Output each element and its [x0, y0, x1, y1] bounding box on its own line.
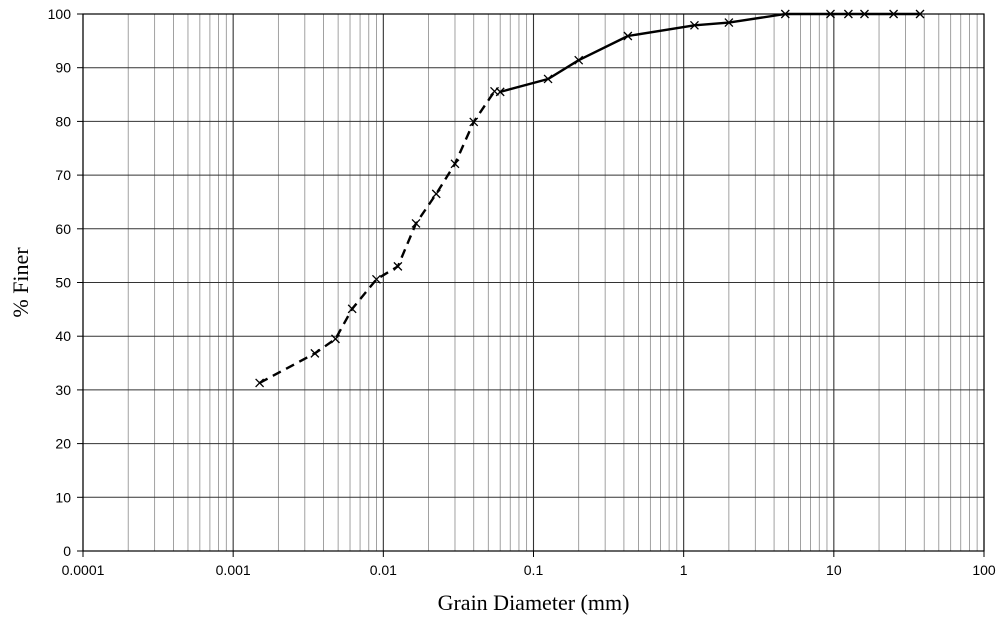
y-tick-label: 20	[55, 436, 71, 452]
x-tick-label: 0.1	[524, 562, 544, 578]
data-point-marker	[255, 378, 265, 388]
series-line-2	[499, 12, 920, 94]
x-tick-label: 10	[826, 562, 842, 578]
y-tick-label: 10	[55, 489, 71, 505]
data-point-marker	[393, 261, 403, 271]
y-tick-label: 40	[55, 328, 71, 344]
data-point-marker	[780, 9, 790, 19]
y-tick-label: 90	[55, 60, 71, 76]
data-series	[255, 9, 925, 388]
series-line-1	[259, 90, 496, 384]
data-point-marker	[915, 9, 925, 19]
data-point-marker	[450, 159, 460, 169]
data-point-marker	[860, 9, 869, 19]
x-axis-title: Grain Diameter (mm)	[438, 590, 630, 615]
data-point-marker	[690, 20, 699, 30]
data-point-marker	[310, 348, 320, 358]
x-tick-label: 0.0001	[62, 562, 105, 578]
data-point-marker	[889, 9, 899, 19]
x-tick-label: 1	[680, 562, 688, 578]
y-tick-label: 100	[48, 6, 72, 22]
data-point-marker	[543, 74, 553, 84]
data-point-marker	[843, 9, 853, 19]
data-point-marker	[724, 18, 734, 28]
y-tick-label: 0	[63, 543, 71, 559]
data-point-marker	[495, 87, 505, 97]
data-point-marker	[331, 334, 340, 344]
data-point-marker	[411, 218, 421, 228]
y-tick-label: 60	[55, 221, 71, 237]
y-axis-tick-labels: 0 10 20 30 40 50 60 70 80 90 100	[48, 6, 83, 559]
x-axis-tick-labels: 0.0001 0.001 0.01 0.1 1 10 100	[62, 551, 996, 578]
data-point-marker	[431, 189, 441, 199]
data-point-marker	[826, 9, 835, 19]
y-axis-title: % Finer	[8, 247, 33, 318]
y-tick-label: 50	[55, 275, 71, 291]
y-tick-label: 80	[55, 113, 71, 129]
x-tick-label: 100	[972, 562, 996, 578]
data-point-marker	[623, 31, 633, 41]
data-point-marker	[372, 274, 381, 284]
y-tick-label: 30	[55, 382, 71, 398]
data-point-marker	[574, 55, 584, 65]
x-tick-label: 0.01	[370, 562, 397, 578]
data-point-marker	[469, 117, 479, 127]
data-point-marker	[347, 304, 357, 314]
y-tick-label: 70	[55, 167, 71, 183]
x-tick-label: 0.001	[216, 562, 251, 578]
major-gridlines	[82, 13, 985, 552]
